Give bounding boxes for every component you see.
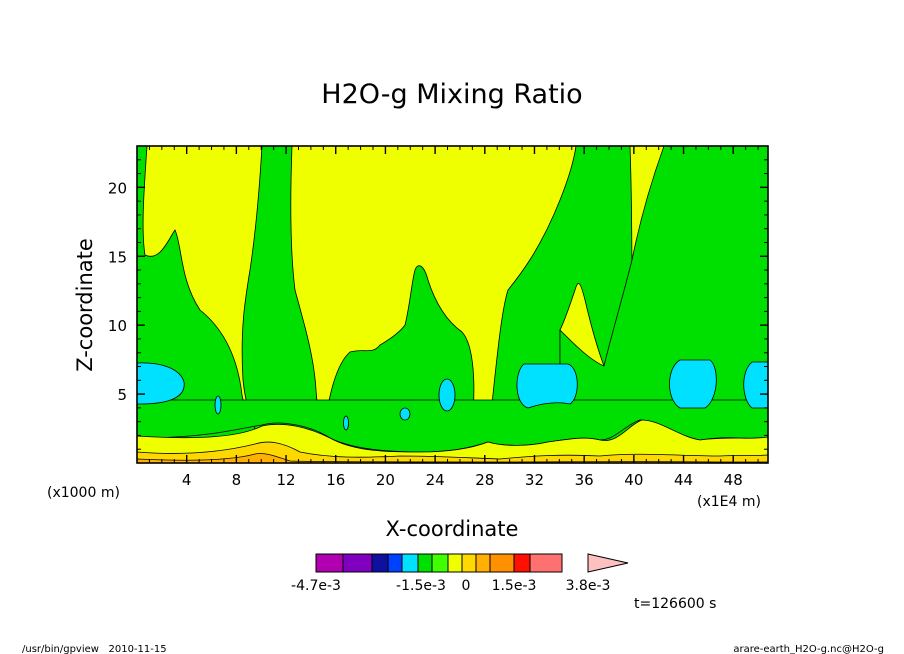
colorbar-segment [489,553,515,573]
field-cyan-small-cell-3 [399,407,411,421]
x-tick-label: 24 [426,471,445,489]
y-axis-ticks: 5 10 15 20 [108,159,768,450]
x-tick-label: 28 [475,471,494,489]
field-cyan-mid-cell [438,378,456,412]
colorbar-segment [475,553,491,573]
field-cyan-small-cell-2 [343,415,349,431]
field-cyan-right-cell-2 [669,359,717,409]
colorbar-label: 3.8e-3 [566,578,611,594]
x-tick-label: 44 [674,471,693,489]
colorbar-labels: -4.7e-3 -1.5e-3 0 1.5e-3 3.8e-3 [291,578,610,594]
x-tick-label: 20 [376,471,395,489]
x-tick-label: 4 [182,471,192,489]
x-tick-label: 36 [575,471,594,489]
field-orange-surface-layer [137,453,768,463]
colorbar-segment [387,553,403,573]
colorbar-segment [342,553,373,573]
field-gold-surface-layer [137,441,768,463]
colorbar-segment [401,553,419,573]
y-tick-label: 15 [108,248,127,266]
colorbar-segment [315,553,344,573]
time-label: t=126600 s [634,596,716,612]
plot-frame [136,145,769,464]
field-cyan-right-cell-3 [743,361,768,409]
x-tick-label: 16 [326,471,345,489]
colorbar-segment [431,553,449,573]
colorbar-label: 0 [462,578,471,594]
y-unit-label: (x1000 m) [47,485,120,501]
colorbar-label: -4.7e-3 [291,578,341,594]
y-tick-label: 5 [117,386,127,404]
footer-right: arare-earth_H2O-g.nc@H2O-g [733,644,884,654]
x-tick-label: 48 [724,471,743,489]
colorbar-segment [513,553,531,573]
x-tick-label: 8 [232,471,242,489]
x-axis-ticks: 4 8 12 16 20 24 28 32 36 40 44 48 [148,146,759,489]
colorbar-end-triangle [587,553,629,573]
x-tick-label: 40 [624,471,643,489]
colorbar-label: -1.5e-3 [396,578,446,594]
chart-title: H2O-g Mixing Ratio [321,79,582,110]
field-cyan-left-cell [137,362,185,405]
x-tick-label: 12 [277,471,296,489]
x-tick-label: 32 [525,471,544,489]
colorbar-label: 1.5e-3 [492,578,537,594]
colorbar-segment [447,553,463,573]
field-cyan-small-cell-1 [214,395,222,415]
y-tick-label: 20 [108,179,127,197]
y-axis-label: Z-coordinate [73,238,97,372]
x-unit-label: (x1E4 m) [697,494,761,510]
y-tick-label: 10 [108,317,127,335]
field-cyan-right-cell-1 [516,363,578,409]
colorbar-segment [461,553,477,573]
colorbar-segment [371,553,389,573]
colorbar-segment [529,553,563,573]
colorbar-segment [417,553,433,573]
footer-left: /usr/bin/gpview 2010-11-15 [22,644,167,654]
x-axis-label: X-coordinate [386,517,519,541]
colorbar [315,553,629,573]
